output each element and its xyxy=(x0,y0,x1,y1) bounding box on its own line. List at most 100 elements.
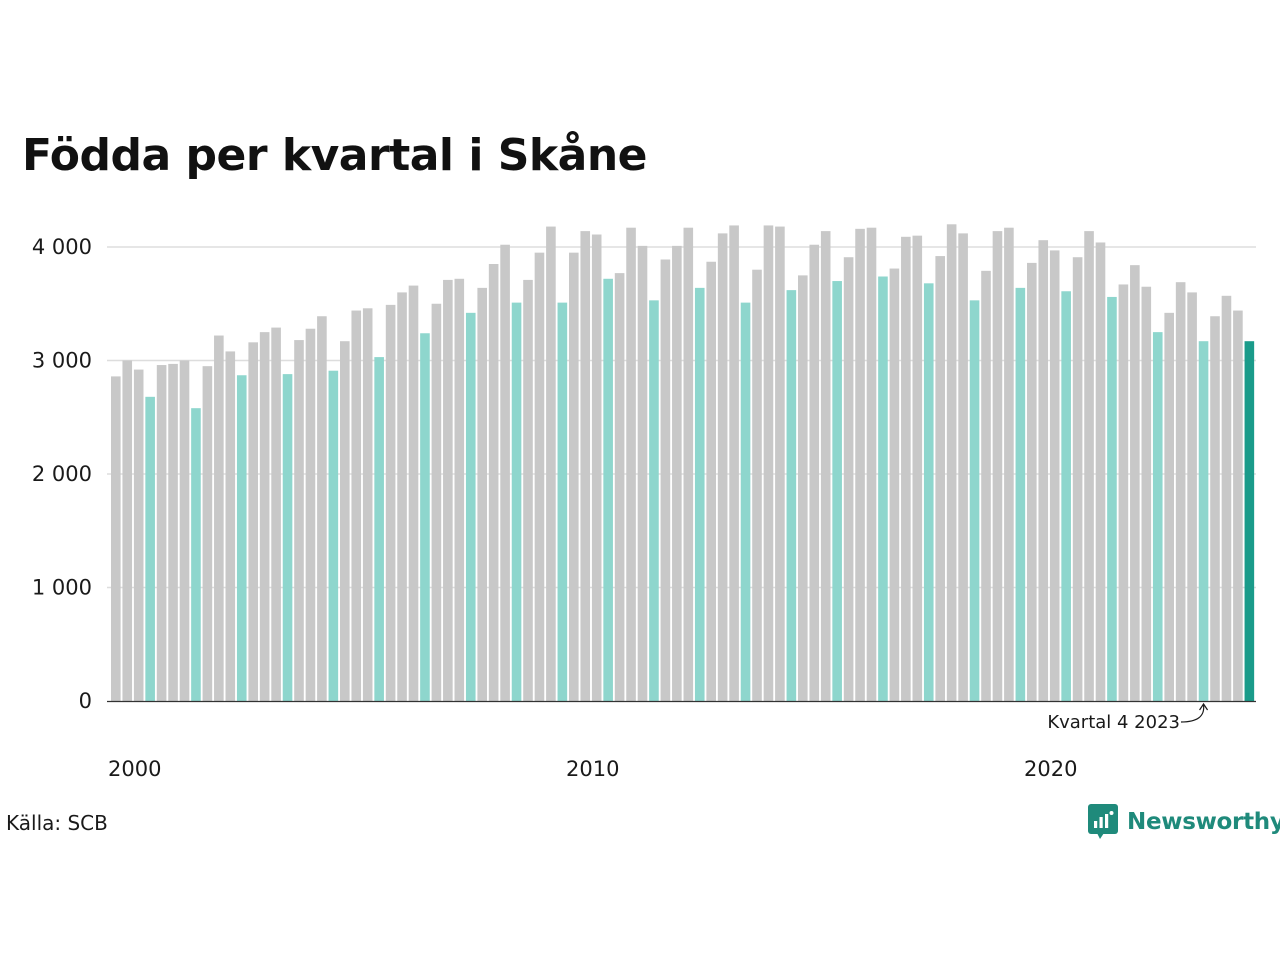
bar xyxy=(523,279,533,701)
bar xyxy=(569,252,579,702)
bar xyxy=(465,312,476,701)
bar xyxy=(225,351,236,701)
bar xyxy=(546,226,556,701)
bar xyxy=(534,252,545,702)
bar xyxy=(111,376,121,701)
bar xyxy=(958,233,968,701)
bar xyxy=(179,360,190,701)
bar xyxy=(660,259,671,701)
bar xyxy=(454,278,465,701)
bar xyxy=(843,257,854,701)
bar xyxy=(1004,227,1014,701)
bar xyxy=(477,287,487,701)
bar xyxy=(488,264,499,701)
y-tick-label: 1 000 xyxy=(32,576,92,600)
bar xyxy=(214,335,224,701)
x-axis-ticks: 2000 2010 2020 xyxy=(108,757,1077,781)
bars xyxy=(111,224,1255,702)
bar xyxy=(832,281,842,701)
bar xyxy=(500,244,510,702)
chart-title: Födda per kvartal i Skåne xyxy=(22,130,648,181)
bar xyxy=(923,283,934,701)
bar xyxy=(614,273,625,701)
bar xyxy=(1130,265,1140,701)
bar xyxy=(706,261,716,701)
x-tick-label: 2000 xyxy=(108,757,161,781)
bar xyxy=(420,333,430,701)
bar xyxy=(694,287,705,701)
bar xyxy=(912,235,923,701)
newsworthy-brand[interactable]: Newsworthy xyxy=(1088,804,1280,840)
bar xyxy=(672,245,682,701)
bar xyxy=(317,316,327,701)
bar xyxy=(351,310,362,701)
bar xyxy=(1175,282,1186,701)
bar xyxy=(637,245,648,701)
bar xyxy=(374,357,384,701)
bar xyxy=(1244,341,1255,701)
bar xyxy=(591,234,602,701)
annotation-arrowhead xyxy=(1199,702,1209,711)
bar xyxy=(1198,341,1209,701)
bar xyxy=(855,228,865,701)
bar xyxy=(878,276,888,701)
bar xyxy=(259,332,270,702)
bar xyxy=(889,268,900,701)
bar xyxy=(729,225,739,701)
bar xyxy=(740,302,751,701)
x-tick-label: 2010 xyxy=(566,757,619,781)
bar xyxy=(191,408,201,701)
bar xyxy=(969,300,980,701)
source-credit: Källa: SCB xyxy=(6,811,108,835)
bar xyxy=(282,374,293,701)
bar xyxy=(763,225,774,701)
bar xyxy=(717,233,728,701)
bar xyxy=(981,270,991,701)
bar xyxy=(294,340,304,701)
bar xyxy=(866,227,877,701)
bar xyxy=(202,366,213,701)
bar xyxy=(1084,231,1094,702)
y-tick-label: 2 000 xyxy=(32,462,92,486)
bar xyxy=(557,302,568,701)
bar xyxy=(1221,295,1232,701)
bar xyxy=(580,231,591,702)
annotation-latest-label: Kvartal 4 2023 xyxy=(1047,712,1180,733)
bar xyxy=(603,278,613,701)
x-tick-label: 2020 xyxy=(1024,757,1077,781)
bar xyxy=(1141,286,1152,701)
y-tick-label: 4 000 xyxy=(32,235,92,259)
bar xyxy=(992,231,1003,702)
bar xyxy=(511,302,522,701)
bar xyxy=(798,275,808,702)
bar xyxy=(820,231,831,702)
bar xyxy=(1187,292,1197,701)
bar xyxy=(1015,287,1026,701)
bar xyxy=(1233,310,1243,701)
bar xyxy=(626,227,636,701)
bar xyxy=(362,308,373,701)
bar xyxy=(1152,332,1163,702)
bar xyxy=(145,396,155,701)
bar xyxy=(1072,257,1083,701)
bar xyxy=(133,369,144,701)
bar xyxy=(946,224,957,702)
bar xyxy=(935,256,945,701)
newsworthy-logo-icon xyxy=(1088,804,1118,839)
bar xyxy=(443,279,453,701)
bar xyxy=(752,269,762,701)
bar xyxy=(1038,240,1049,701)
bar xyxy=(156,365,167,701)
bar xyxy=(786,290,797,701)
bar xyxy=(305,328,316,701)
bar xyxy=(649,300,659,701)
y-axis-ticks: 0 1 000 2 000 3 000 4 000 xyxy=(32,235,92,713)
bar xyxy=(385,304,396,701)
bar xyxy=(168,363,178,701)
bar xyxy=(1118,284,1129,701)
bar xyxy=(408,285,419,701)
bar xyxy=(901,236,911,702)
annotation-arrow xyxy=(1180,704,1205,723)
bar xyxy=(1061,291,1071,701)
